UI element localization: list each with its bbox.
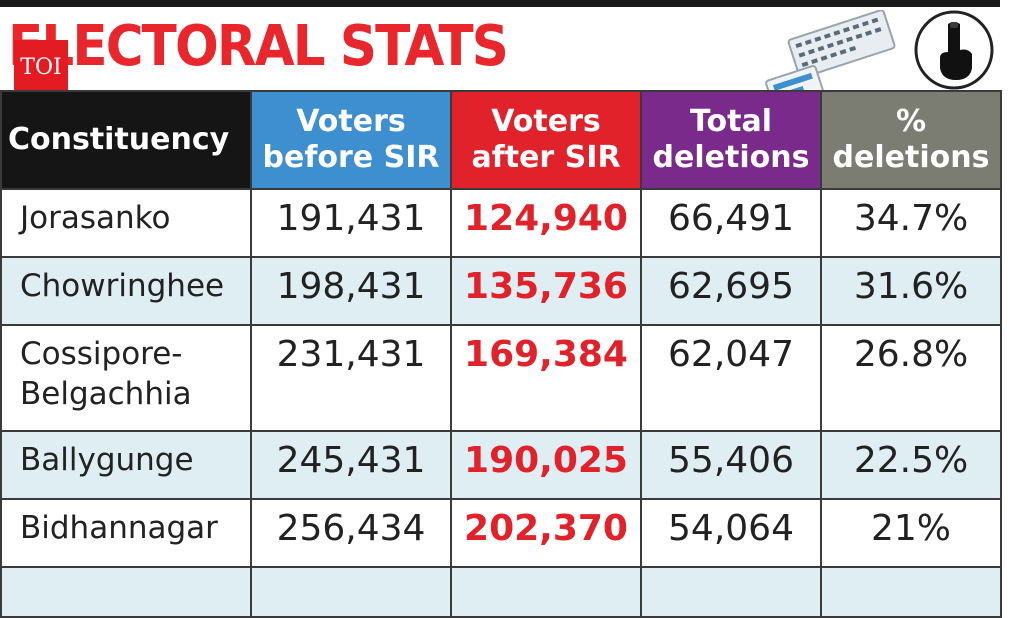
cell-cut-off — [250, 566, 452, 618]
header-voters-before: Voters before SIR — [250, 90, 452, 190]
cell-pct-deletions: 22.5% — [820, 430, 1002, 500]
cell-constituency: Bidhannagar — [0, 498, 252, 568]
header-pct-deletions: % deletions — [820, 90, 1002, 190]
table-row: Bidhannagar 256,434 202,370 54,064 21% — [0, 498, 1002, 568]
cell-cut-off — [640, 566, 822, 618]
cell-cut-off — [0, 566, 252, 618]
cell-pct-deletions: 34.7% — [820, 188, 1002, 258]
cell-cut-off — [450, 566, 642, 618]
table-row: Ballygunge 245,431 190,025 55,406 22.5% — [0, 430, 1002, 500]
cell-voters-after: 135,736 — [450, 256, 642, 326]
cell-pct-deletions: 21% — [820, 498, 1002, 568]
right-margin — [1002, 0, 1024, 576]
cell-constituency: Cossipore-Belgachhia — [0, 324, 252, 432]
table-row: Cossipore-Belgachhia 231,431 169,384 62,… — [0, 324, 1002, 432]
cell-constituency: Ballygunge — [0, 430, 252, 500]
cell-voters-after: 169,384 — [450, 324, 642, 432]
cell-voters-before: 256,434 — [250, 498, 452, 568]
table-row: Jorasanko 191,431 124,940 66,491 34.7% — [0, 188, 1002, 258]
cell-pct-deletions: 26.8% — [820, 324, 1002, 432]
cell-voters-after: 190,025 — [450, 430, 642, 500]
cell-pct-deletions: 31.6% — [820, 256, 1002, 326]
cell-constituency: Chowringhee — [0, 256, 252, 326]
cell-total-deletions: 55,406 — [640, 430, 822, 500]
header-total-deletions: Total deletions — [640, 90, 822, 190]
table-row: Chowringhee 198,431 135,736 62,695 31.6% — [0, 256, 1002, 326]
cell-voters-after: 202,370 — [450, 498, 642, 568]
electoral-stats-table: Constituency Voters before SIR Voters af… — [0, 90, 1002, 618]
cell-total-deletions: 62,695 — [640, 256, 822, 326]
cell-total-deletions: 66,491 — [640, 188, 822, 258]
top-rule — [0, 0, 1000, 7]
cell-voters-before: 191,431 — [250, 188, 452, 258]
cell-constituency: Jorasanko — [0, 188, 252, 258]
cell-cut-off — [820, 566, 1002, 618]
cell-total-deletions: 54,064 — [640, 498, 822, 568]
cell-voters-before: 245,431 — [250, 430, 452, 500]
cell-voters-before: 231,431 — [250, 324, 452, 432]
header-voters-after: Voters after SIR — [450, 90, 642, 190]
table-header-row: Constituency Voters before SIR Voters af… — [0, 90, 1002, 190]
cell-voters-after: 124,940 — [450, 188, 642, 258]
cell-total-deletions: 62,047 — [640, 324, 822, 432]
headline: ELECTORAL STATS — [8, 14, 509, 79]
table-row-cut-off — [0, 566, 1002, 618]
header-constituency: Constituency — [0, 90, 252, 190]
cell-voters-before: 198,431 — [250, 256, 452, 326]
inked-finger-icon — [914, 10, 994, 90]
toi-logo: TOI — [14, 40, 68, 94]
